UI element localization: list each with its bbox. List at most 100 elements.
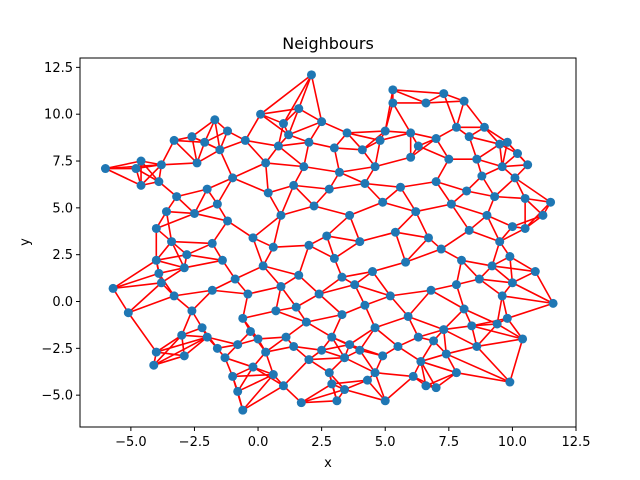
- scatter-point: [210, 115, 220, 125]
- neighbour-edge: [186, 242, 213, 256]
- neighbour-edge: [420, 360, 457, 374]
- neighbour-edge: [366, 379, 386, 402]
- scatter-point: [395, 182, 405, 192]
- neighbour-edge: [512, 282, 554, 305]
- neighbour-edge: [160, 267, 185, 284]
- neighbour-edge: [410, 137, 437, 158]
- neighbour-edge: [384, 89, 394, 132]
- neighbour-edge: [471, 317, 508, 327]
- neighbour-edge: [244, 113, 262, 141]
- neighbour-edge: [173, 289, 213, 297]
- neighbour-edge: [161, 162, 198, 166]
- scatter-point: [233, 386, 243, 396]
- scatter-point: [324, 184, 334, 194]
- scatter-point: [200, 137, 210, 147]
- scatter-point: [156, 160, 166, 170]
- neighbour-edge: [456, 371, 511, 383]
- neighbour-edge: [242, 385, 284, 411]
- scatter-point: [459, 304, 469, 314]
- scatter-point: [256, 109, 266, 119]
- neighbour-edge: [435, 180, 467, 192]
- neighbour-edge: [354, 283, 391, 297]
- x-tick-label: 12.5: [562, 435, 591, 450]
- scatter-point: [523, 160, 533, 170]
- scatter-point: [202, 332, 212, 342]
- scatter-point: [281, 332, 291, 342]
- neighbour-edge: [265, 345, 294, 353]
- scatter-point: [464, 225, 474, 235]
- scatter-point: [100, 164, 110, 174]
- neighbour-edge: [451, 203, 488, 217]
- neighbour-edge: [214, 119, 221, 150]
- neighbour-edge: [455, 100, 465, 128]
- neighbour-edge: [443, 328, 478, 348]
- neighbour-edge: [339, 171, 366, 185]
- x-tick-label: −5.0: [115, 435, 147, 450]
- scatter-point: [253, 334, 263, 344]
- scatter-point: [416, 356, 426, 366]
- neighbour-edge: [273, 244, 309, 248]
- neighbour-edge: [158, 272, 175, 297]
- neighbour-edge: [318, 276, 343, 295]
- neighbour-edge: [288, 120, 322, 136]
- neighbour-edge: [308, 356, 345, 361]
- neighbour-edge: [374, 315, 409, 329]
- scatter-point: [278, 381, 288, 391]
- neighbour-edge: [232, 162, 267, 179]
- scatter-point: [431, 177, 441, 187]
- y-tick-label: −2.5: [41, 342, 73, 357]
- scatter-point: [462, 186, 472, 196]
- neighbour-edge: [371, 271, 391, 297]
- scatter-point: [360, 300, 370, 310]
- neighbour-edge: [245, 139, 279, 147]
- neighbour-edge: [415, 203, 452, 213]
- neighbour-edge: [191, 289, 213, 312]
- neighbour-edge: [435, 181, 453, 205]
- scatter-point: [149, 360, 159, 370]
- scatter-point: [505, 252, 515, 262]
- scatter-point: [340, 385, 350, 395]
- scatter-point: [301, 317, 311, 327]
- scatter-point: [154, 268, 164, 278]
- neighbour-edge: [502, 295, 554, 305]
- scatter-point: [472, 154, 482, 164]
- neighbour-edge: [425, 100, 465, 104]
- scatter-point: [217, 255, 227, 265]
- scatter-point: [317, 117, 327, 127]
- neighbour-edge: [349, 327, 376, 346]
- neighbour-edge: [227, 220, 254, 239]
- neighbour-edge: [534, 271, 554, 304]
- y-axis-label: y: [18, 238, 33, 246]
- scatter-point: [258, 261, 268, 271]
- scatter-point: [431, 383, 441, 393]
- scatter-point: [421, 381, 431, 391]
- neighbour-edge: [471, 325, 523, 340]
- neighbour-edge: [430, 289, 465, 310]
- neighbour-edge: [306, 313, 343, 323]
- scatter-point: [441, 349, 451, 359]
- scatter-point: [329, 253, 339, 263]
- neighbour-edge: [348, 215, 361, 242]
- neighbour-edge: [224, 356, 254, 368]
- scatter-point: [477, 171, 487, 181]
- neighbour-edge: [392, 89, 427, 104]
- scatter-point: [238, 313, 248, 323]
- neighbour-edge: [442, 93, 458, 128]
- scatter-point: [380, 126, 390, 136]
- neighbour-edge: [509, 338, 524, 383]
- neighbour-edge: [186, 253, 223, 262]
- neighbour-edge: [280, 205, 315, 217]
- scatter-point: [355, 237, 365, 247]
- scatter-point: [388, 85, 398, 95]
- scatter-point: [370, 323, 380, 333]
- scatter-point: [385, 291, 395, 301]
- neighbour-edge: [156, 253, 187, 262]
- neighbour-edge: [174, 139, 205, 144]
- scatter-point: [439, 89, 449, 99]
- neighbour-edge: [264, 162, 270, 193]
- neighbour-edge: [333, 240, 361, 260]
- scatter-point: [502, 137, 512, 147]
- y-tick-label: 12.5: [44, 61, 73, 76]
- neighbour-edge: [496, 323, 523, 340]
- x-tick-label: 0.0: [248, 435, 269, 450]
